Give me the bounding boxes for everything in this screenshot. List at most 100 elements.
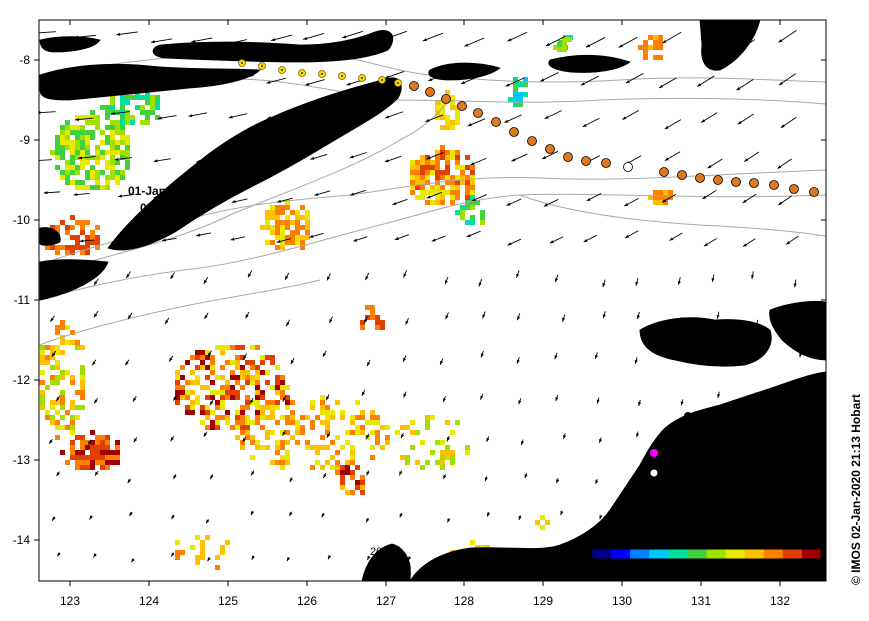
- current-arrow: [442, 556, 446, 562]
- sst-pixel: [115, 120, 120, 125]
- sst-pixel: [240, 405, 245, 410]
- sst-pixel: [290, 400, 295, 405]
- sst-pixel: [455, 195, 460, 200]
- sst-pixel: [120, 100, 125, 105]
- sst-pixel: [435, 155, 440, 160]
- sst-pixel: [230, 425, 235, 430]
- sst-pixel: [370, 430, 375, 435]
- sst-pixel: [280, 205, 285, 210]
- sst-pixel: [95, 160, 100, 165]
- sst-pixel: [405, 425, 410, 430]
- sst-pixel: [668, 190, 673, 195]
- current-arrow: [251, 555, 255, 560]
- sst-pixel: [465, 445, 470, 450]
- colorbar-tick-label: 30: [728, 565, 742, 579]
- sst-pixel: [110, 135, 115, 140]
- sst-pixel: [125, 145, 130, 150]
- savu-island: [39, 227, 61, 246]
- sst-pixel: [70, 130, 75, 135]
- sst-pixel: [410, 190, 415, 195]
- sst-pixel: [120, 130, 125, 135]
- sst-pixel: [450, 175, 455, 180]
- sst-pixel: [110, 120, 115, 125]
- sst-pixel: [265, 430, 270, 435]
- sst-pixel: [65, 135, 70, 140]
- sst-pixel: [140, 95, 145, 100]
- sst-pixel: [220, 400, 225, 405]
- sst-pixel: [205, 395, 210, 400]
- sst-pixel: [195, 395, 200, 400]
- current-arrow: [225, 39, 247, 45]
- current-arrow: [563, 433, 567, 440]
- sst-pixel: [120, 135, 125, 140]
- sst-pixel: [270, 230, 275, 235]
- sst-pixel: [305, 210, 310, 215]
- sst-pixel: [265, 435, 270, 440]
- sst-pixel: [50, 225, 55, 230]
- track-point: [713, 175, 723, 185]
- sst-pixel: [220, 415, 225, 420]
- current-arrow: [602, 311, 606, 319]
- sst-pixel: [470, 175, 475, 180]
- sst-pixel: [95, 245, 100, 250]
- sst-pixel: [205, 405, 210, 410]
- sst-pixel: [370, 455, 375, 460]
- sst-pixel: [450, 100, 455, 105]
- sst-pixel: [245, 395, 250, 400]
- sst-pixel: [70, 450, 75, 455]
- sst-pixel: [270, 430, 275, 435]
- current-arrow: [635, 278, 639, 286]
- sst-pixel: [275, 385, 280, 390]
- sst-pixel: [465, 190, 470, 195]
- colorbar: [591, 548, 822, 560]
- sst-pixel: [265, 210, 270, 215]
- current-arrow: [505, 77, 525, 87]
- current-arrow: [797, 477, 801, 483]
- track-point: [749, 178, 759, 188]
- sst-pixel: [300, 235, 305, 240]
- sst-pixel: [95, 175, 100, 180]
- current-arrow: [599, 514, 603, 520]
- colorbar-segment: [801, 549, 822, 559]
- current-arrow: [403, 391, 407, 398]
- sst-pixel: [50, 405, 55, 410]
- sst-pixel: [340, 465, 345, 470]
- sst-pixel: [60, 450, 65, 455]
- sst-pixel: [50, 355, 55, 360]
- current-arrow: [322, 350, 327, 358]
- sst-pixel: [150, 95, 155, 100]
- current-arrow: [399, 512, 403, 518]
- sst-pixel: [180, 365, 185, 370]
- sst-pixel: [455, 110, 460, 115]
- sst-pixel: [195, 355, 200, 360]
- sst-pixel: [175, 395, 180, 400]
- sst-pixel: [305, 415, 310, 420]
- current-arrow: [242, 436, 246, 443]
- sst-pixel: [120, 95, 125, 100]
- sst-pixel: [105, 440, 110, 445]
- sst-pixel: [445, 420, 450, 425]
- sst-pixel: [70, 140, 75, 145]
- sst-pixel: [245, 415, 250, 420]
- sst-pixel: [425, 180, 430, 185]
- current-arrow: [314, 190, 331, 196]
- sst-pixel: [175, 555, 180, 560]
- current-arrow: [133, 437, 138, 443]
- sst-pixel: [75, 140, 80, 145]
- sst-pixel: [285, 225, 290, 230]
- colorbar-segment: [668, 549, 688, 559]
- sst-pixel: [643, 55, 648, 60]
- sst-pixel: [70, 145, 75, 150]
- sst-pixel: [115, 455, 120, 460]
- sst-pixel: [275, 215, 280, 220]
- sst-pixel: [50, 350, 55, 355]
- sst-pixel: [240, 445, 245, 450]
- sst-pixel: [290, 420, 295, 425]
- sst-pixel: [65, 250, 70, 255]
- sst-pixel: [370, 445, 375, 450]
- sst-pixel: [435, 170, 440, 175]
- sst-pixel: [475, 200, 480, 205]
- sst-pixel: [295, 225, 300, 230]
- current-arrow: [516, 270, 520, 279]
- sst-pixel: [415, 175, 420, 180]
